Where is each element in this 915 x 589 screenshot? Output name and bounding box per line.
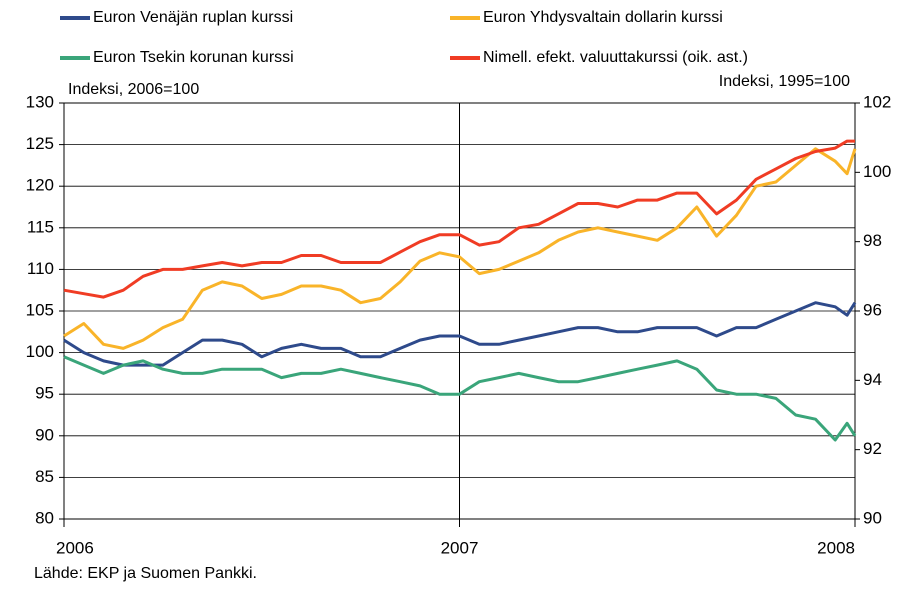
- y-tick-label: 80: [35, 508, 54, 527]
- legend-label: Euron Venäjän ruplan kurssi: [93, 9, 293, 26]
- y-tick-label: 100: [26, 342, 54, 361]
- y2-tick-label: 102: [863, 92, 891, 111]
- plot-frame: [63, 102, 856, 520]
- y-tick-label: 90: [35, 425, 54, 444]
- legend-label: Euron Yhdysvaltain dollarin kurssi: [483, 9, 723, 26]
- x-tick-label: 2007: [441, 538, 479, 557]
- y-tick-label: 125: [26, 134, 54, 153]
- series-line: [63, 147, 857, 350]
- y-tick-label: 95: [35, 384, 54, 403]
- y-tick-label: 120: [26, 176, 54, 195]
- series-line: [63, 139, 855, 299]
- x-tick-label: 2008: [817, 538, 855, 557]
- legend-label: Euron Tsekin korunan kurssi: [93, 49, 294, 66]
- y-tick-label: 110: [27, 259, 54, 278]
- series-line: [63, 355, 857, 442]
- y-tick-label: 105: [26, 300, 54, 319]
- x-tick-label: 2006: [56, 538, 94, 557]
- y-tick-label: 85: [35, 467, 54, 486]
- right-axis-title: Indeksi, 1995=100: [719, 73, 850, 90]
- left-axis-title: Indeksi, 2006=100: [68, 81, 199, 98]
- y-tick-label: 115: [27, 217, 54, 236]
- source: Lähde: EKP ja Suomen Pankki.: [34, 565, 257, 582]
- y2-tick-label: 94: [863, 370, 882, 389]
- y-tick-label: 130: [26, 92, 54, 111]
- y2-tick-label: 100: [863, 162, 891, 181]
- legend-label: Nimell. efekt. valuuttakurssi (oik. ast.…: [483, 49, 748, 66]
- y2-tick-label: 90: [863, 508, 882, 527]
- y2-tick-label: 98: [863, 231, 882, 250]
- series-line: [63, 301, 857, 367]
- y2-tick-label: 92: [863, 439, 882, 458]
- y2-tick-label: 96: [863, 300, 882, 319]
